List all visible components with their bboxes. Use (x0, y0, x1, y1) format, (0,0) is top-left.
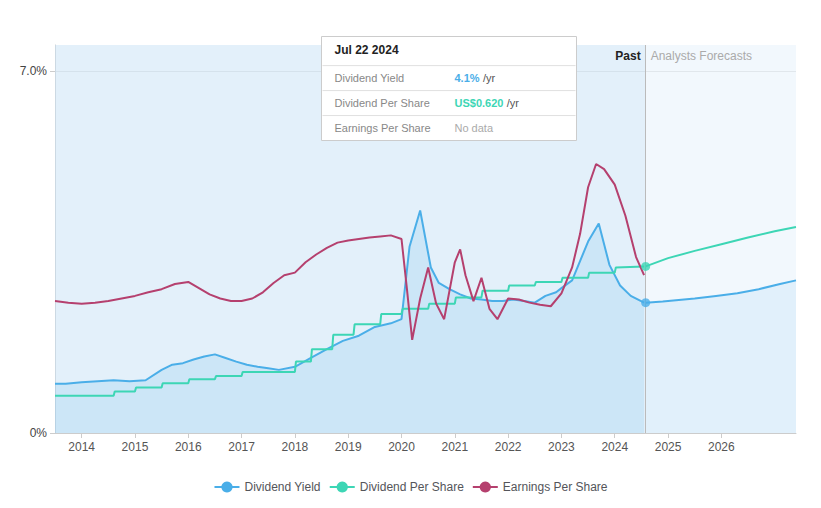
svg-text:Dividend Per Share: Dividend Per Share (360, 480, 464, 494)
svg-text:2019: 2019 (335, 440, 362, 454)
svg-text:2015: 2015 (122, 440, 149, 454)
svg-text:Dividend Per Share: Dividend Per Share (335, 97, 430, 109)
svg-text:Analysts Forecasts: Analysts Forecasts (651, 49, 752, 63)
svg-text:2016: 2016 (175, 440, 202, 454)
svg-text:2021: 2021 (441, 440, 468, 454)
svg-text:2018: 2018 (282, 440, 309, 454)
svg-text:2022: 2022 (495, 440, 522, 454)
svg-text:2017: 2017 (228, 440, 255, 454)
svg-text:Earnings Per Share: Earnings Per Share (335, 122, 431, 134)
svg-text:2020: 2020 (388, 440, 415, 454)
svg-text:2023: 2023 (548, 440, 575, 454)
svg-text:2026: 2026 (708, 440, 735, 454)
svg-text:/yr: /yr (483, 72, 496, 84)
svg-text:2024: 2024 (601, 440, 628, 454)
svg-text:Dividend Yield: Dividend Yield (335, 72, 405, 84)
svg-text:/yr: /yr (507, 97, 520, 109)
svg-text:2025: 2025 (655, 440, 682, 454)
svg-text:7.0%: 7.0% (20, 64, 48, 78)
svg-text:4.1%: 4.1% (455, 72, 480, 84)
svg-text:Dividend Yield: Dividend Yield (244, 480, 320, 494)
svg-text:2014: 2014 (68, 440, 95, 454)
svg-text:No data: No data (455, 122, 494, 134)
svg-text:Past: Past (615, 49, 640, 63)
svg-text:Earnings Per Share: Earnings Per Share (503, 480, 608, 494)
svg-text:0%: 0% (30, 426, 48, 440)
svg-text:US$0.620: US$0.620 (455, 97, 504, 109)
svg-text:Jul 22 2024: Jul 22 2024 (335, 43, 399, 57)
